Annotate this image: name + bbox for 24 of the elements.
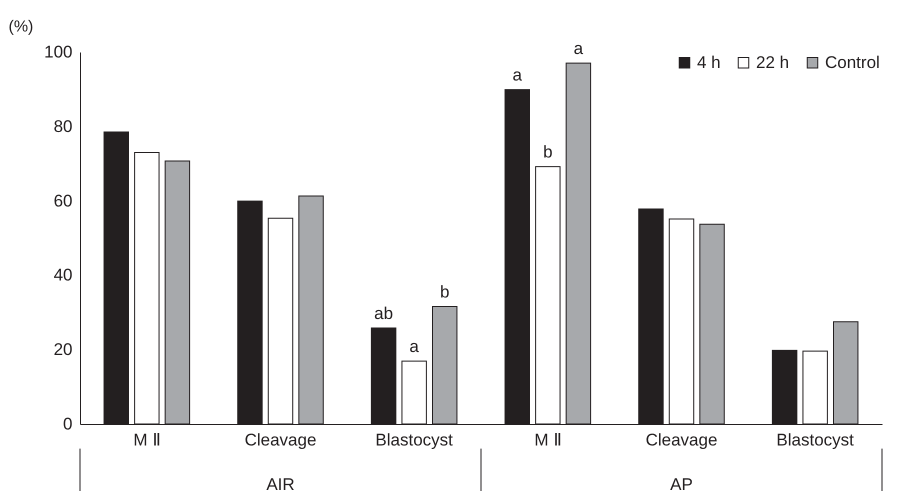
legend-label: 22 h <box>756 52 790 72</box>
y-tick-label: 80 <box>54 116 72 136</box>
y-axis-title: (%) <box>8 18 34 36</box>
data-label: b <box>543 142 553 162</box>
x-tick-label: M Ⅱ <box>133 430 160 450</box>
data-label: a <box>574 39 584 58</box>
x-tick-label: Blastocyst <box>375 430 454 450</box>
data-label: ab <box>374 304 394 324</box>
legend-label: 4 h <box>697 52 721 72</box>
data-label: b <box>440 282 450 302</box>
y-tick-label: 20 <box>54 340 72 360</box>
data-label: a <box>512 66 523 85</box>
x-tick-label: Cleavage <box>646 430 718 450</box>
x-tick-label: Blastocyst <box>776 430 854 450</box>
x-tick-label: M Ⅱ <box>534 430 562 450</box>
x-tick-label: Cleavage <box>244 430 316 450</box>
y-tick-label: 100 <box>44 42 72 62</box>
legend-label: Control <box>825 52 880 72</box>
y-tick-label: 40 <box>54 266 72 285</box>
y-tick-label: 60 <box>54 191 72 210</box>
text: AIR <box>266 475 295 491</box>
text: AP <box>670 475 693 491</box>
y-tick-label: 0 <box>63 414 72 434</box>
data-label: a <box>409 337 420 356</box>
